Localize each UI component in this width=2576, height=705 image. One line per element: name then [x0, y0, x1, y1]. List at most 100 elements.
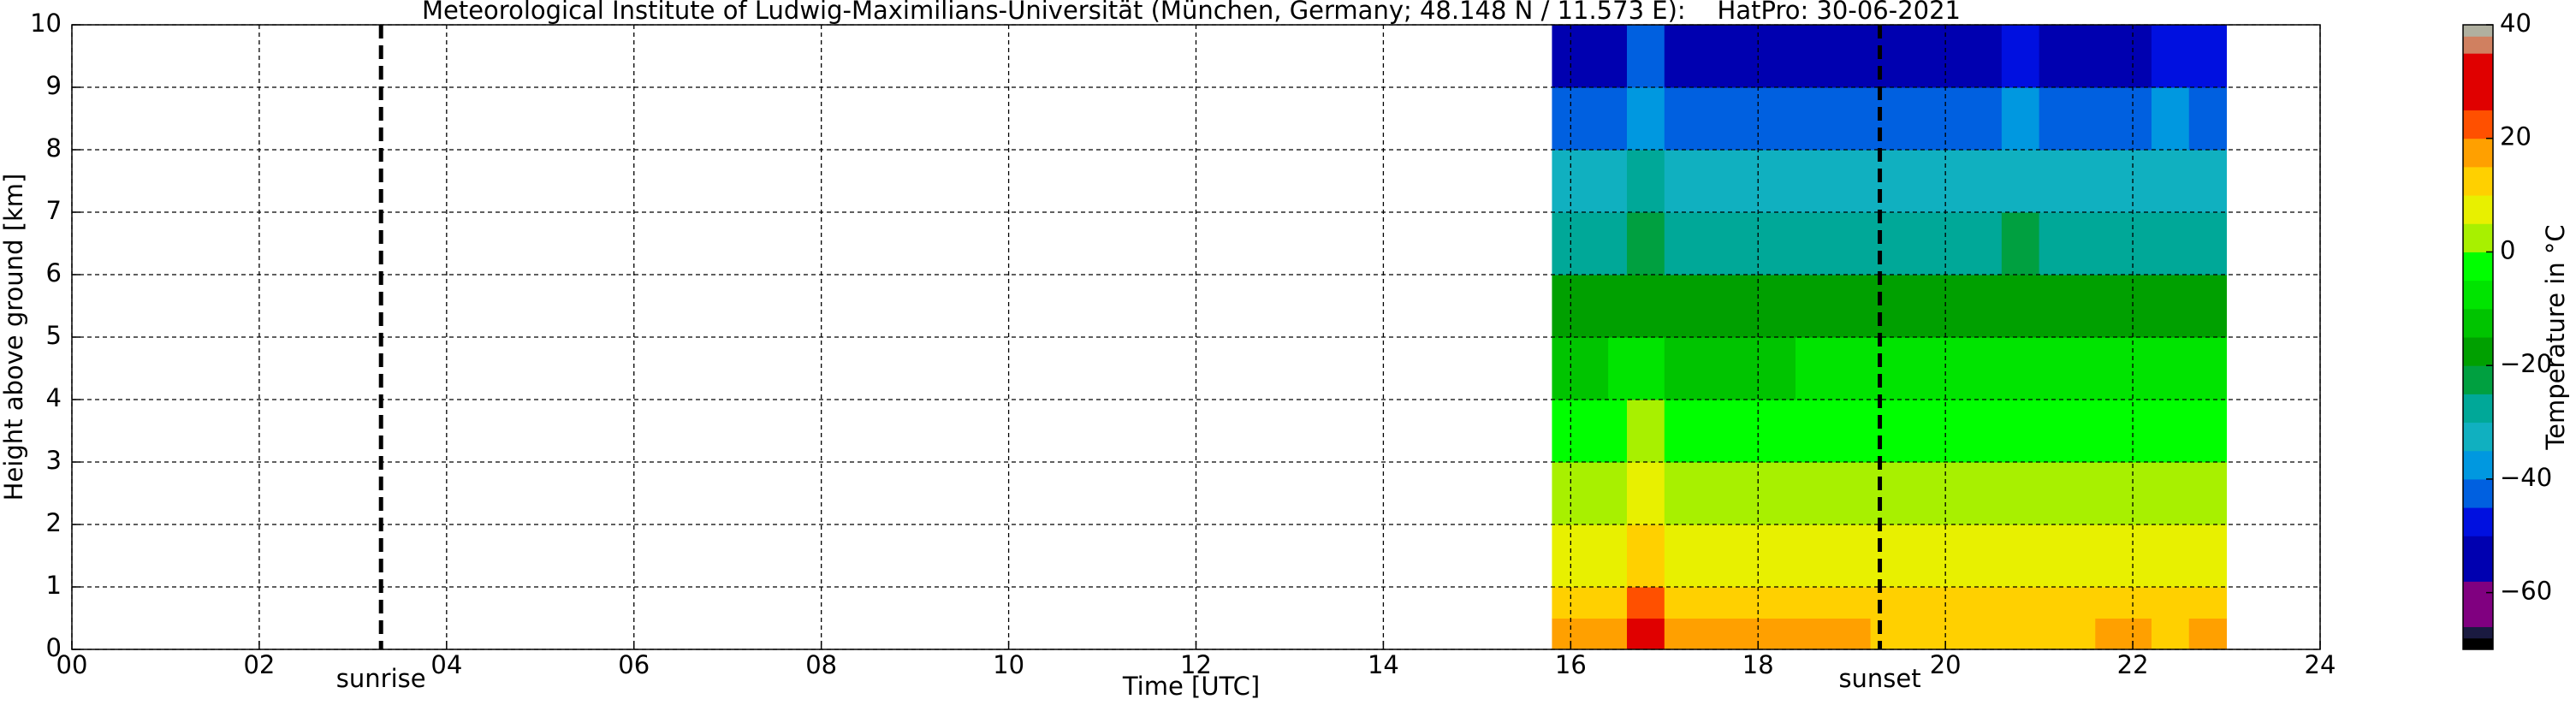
heatmap-cell: [1552, 212, 1609, 275]
y-tick-label: 6: [46, 258, 62, 287]
heatmap-cell: [1870, 587, 1946, 619]
colorbar-segment: [2463, 308, 2493, 338]
colorbar-segment: [2463, 450, 2493, 480]
heatmap-cell: [2001, 587, 2040, 619]
heatmap-cell: [2188, 524, 2228, 588]
heatmap-cell: [1945, 150, 2003, 213]
heatmap-cell: [1627, 150, 1665, 213]
y-tick-label: 2: [46, 508, 62, 537]
heatmap-cell: [2151, 400, 2190, 463]
heatmap-cell: [1945, 25, 2003, 88]
heatmap-cell: [2188, 337, 2228, 400]
colorbar-segment: [2463, 581, 2493, 627]
y-tick-label: 7: [46, 196, 62, 225]
colorbar-segment: [2463, 365, 2493, 394]
heatmap-cell: [2001, 524, 2040, 588]
heatmap-cell: [1945, 400, 2003, 463]
y-tick-label: 3: [46, 446, 62, 475]
plot-frame: [71, 24, 2321, 650]
heatmap-cell: [1552, 150, 1609, 213]
heatmap-cell: [1870, 212, 1946, 275]
colorbar-segment: [2463, 110, 2493, 139]
colorbar-segment: [2463, 394, 2493, 424]
colorbar-segment: [2463, 36, 2493, 54]
heatmap-cell: [1795, 400, 1872, 463]
heatmap-cell: [1608, 587, 1628, 619]
heatmap-cell: [2001, 212, 2040, 275]
y-tick-label: 5: [46, 321, 62, 350]
heatmap-cell: [1870, 462, 1946, 525]
heatmap-cell: [1795, 150, 1872, 213]
heatmap-cell: [1795, 524, 1872, 588]
heatmap-cell: [2039, 150, 2096, 213]
heatmap-cell: [1627, 87, 1665, 151]
heatmap-cell: [2001, 618, 2040, 650]
colorbar-segment: [2463, 53, 2493, 111]
heatmap-cell: [1664, 275, 1721, 338]
heatmap-cell: [2188, 25, 2228, 88]
colorbar-segment: [2463, 478, 2493, 508]
x-tick-label: 06: [618, 650, 650, 679]
y-tick-label: 8: [46, 133, 62, 163]
y-tick-label: 4: [46, 383, 62, 412]
heatmap-cell: [2151, 212, 2190, 275]
heatmap-cell: [2095, 337, 2152, 400]
heatmap-cell: [1945, 524, 2003, 588]
heatmap-cell: [1945, 337, 2003, 400]
heatmap-cell: [1608, 212, 1628, 275]
heatmap-cell: [1945, 462, 2003, 525]
heatmap-cell: [2188, 150, 2228, 213]
heatmap-cell: [2151, 275, 2190, 338]
heatmap-cell: [2095, 462, 2152, 525]
heatmap-cell: [1664, 587, 1721, 619]
heatmap-cell: [1552, 462, 1609, 525]
heatmap-cell: [2039, 212, 2096, 275]
colorbar-tick-label: 20: [2500, 122, 2531, 151]
colorbar-segment: [2463, 195, 2493, 224]
heatmap-cell: [2151, 87, 2190, 151]
heatmap-cell: [2188, 462, 2228, 525]
x-tick-label: 24: [2305, 650, 2336, 679]
heatmap-cell: [2039, 337, 2096, 400]
x-tick-label: 10: [993, 650, 1024, 679]
heatmap-cell: [1664, 618, 1721, 650]
heatmap-cell: [1664, 524, 1721, 588]
heatmap-cell: [1552, 25, 1609, 88]
heatmap-cell: [2151, 150, 2190, 213]
x-tick-label: 14: [1368, 650, 1399, 679]
colorbar-segment: [2463, 138, 2493, 168]
heatmap-cell: [1795, 25, 1872, 88]
heatmap-cell: [2095, 212, 2152, 275]
heatmap-cell: [1945, 87, 2003, 151]
heatmap-cell: [2001, 87, 2040, 151]
y-tick-label: 10: [30, 9, 62, 38]
heatmap-cell: [1870, 275, 1946, 338]
heatmap-cell: [1664, 87, 1721, 151]
heatmap-cell: [2001, 25, 2040, 88]
x-tick-label: 02: [243, 650, 275, 679]
colorbar-segment: [2463, 536, 2493, 582]
heatmap-cell: [2151, 587, 2190, 619]
heatmap-cell: [2188, 212, 2228, 275]
heatmap-cell: [1627, 25, 1665, 88]
colorbar-segment: [2463, 626, 2493, 639]
heatmap-cell: [1720, 400, 1796, 463]
heatmap-cell: [2188, 400, 2228, 463]
heatmap-cell: [1627, 275, 1665, 338]
heatmap-cell: [2095, 87, 2152, 151]
colorbar-segment: [2463, 252, 2493, 281]
annotation-label: sunset: [1838, 664, 1920, 693]
colorbar-label: Temperature in °C: [2541, 224, 2570, 450]
annotation-label: sunrise: [336, 664, 426, 693]
heatmap-cell: [1664, 150, 1721, 213]
heatmap-cell: [1552, 337, 1609, 400]
colorbar-segment: [2463, 637, 2493, 650]
heatmap-cell: [1870, 25, 1946, 88]
heatmap-cell: [1608, 524, 1628, 588]
heatmap-cell: [2188, 275, 2228, 338]
heatmap-cell: [1627, 212, 1665, 275]
heatmap-cell: [2095, 25, 2152, 88]
heatmap-cell: [2039, 87, 2096, 151]
colorbar-segment: [2463, 166, 2493, 196]
